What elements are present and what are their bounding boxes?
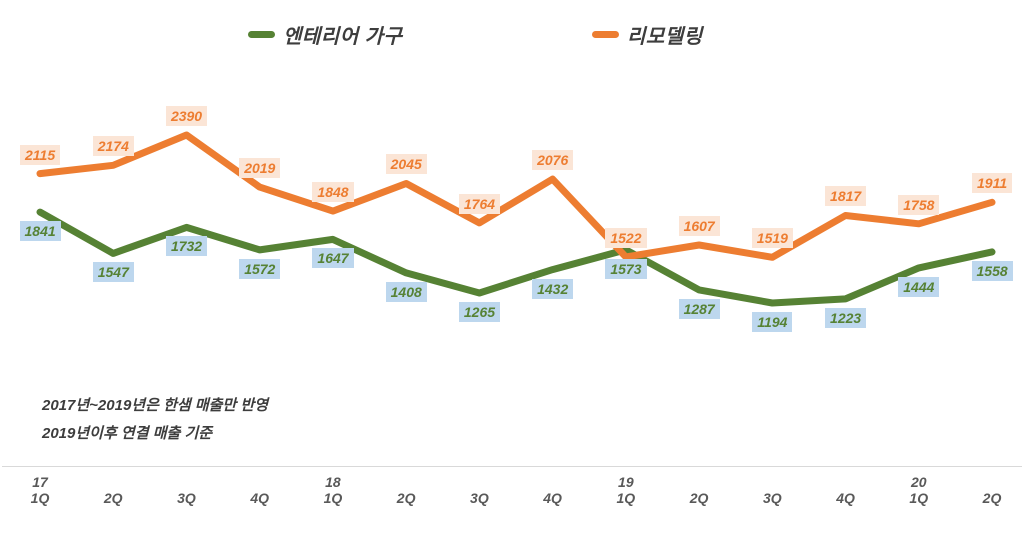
x-tick-3Q: 3Q: [470, 490, 489, 506]
x-tick-3Q: 3Q: [177, 490, 196, 506]
x-axis-line: [2, 466, 1022, 467]
legend-item-remodeling: 리모델링: [592, 20, 703, 49]
x-tick-4Q: 4Q: [836, 490, 855, 506]
annotation-line-1: 2017년~2019년은 한샘 매출만 반영: [42, 397, 269, 414]
series-line-furniture: [36, 208, 996, 307]
legend-item-furniture: 엔테리어 가구: [248, 20, 402, 49]
x-tick-3Q: 3Q: [762, 490, 782, 506]
x-tick-17-1Q: 17 1Q: [30, 474, 50, 506]
x-tick-2Q: 2Q: [103, 490, 123, 506]
series-line-remodeling: [36, 131, 996, 261]
x-tick-2Q: 2Q: [396, 490, 416, 506]
annotation-line-2: 2019년이후 연결 매출 기준: [42, 425, 213, 442]
legend-label-remodeling: 리모델링: [627, 26, 703, 48]
legend-swatch-remodeling: [592, 31, 619, 38]
legend-swatch-furniture: [248, 31, 275, 38]
x-tick-18-1Q: 18 1Q: [323, 474, 343, 506]
annotation-block: 2017년~2019년은 한샘 매출만 반영 2019년이후 연결 매출 기준: [42, 397, 268, 453]
x-tick-20-1Q: 20 1Q: [909, 474, 929, 506]
x-tick-2Q: 2Q: [982, 490, 1002, 506]
legend-label-furniture: 엔테리어 가구: [283, 26, 403, 48]
x-tick-2Q: 2Q: [689, 490, 709, 506]
x-tick-4Q: 4Q: [250, 490, 270, 506]
x-tick-19-1Q: 19 1Q: [616, 474, 636, 506]
x-tick-4Q: 4Q: [543, 490, 562, 506]
